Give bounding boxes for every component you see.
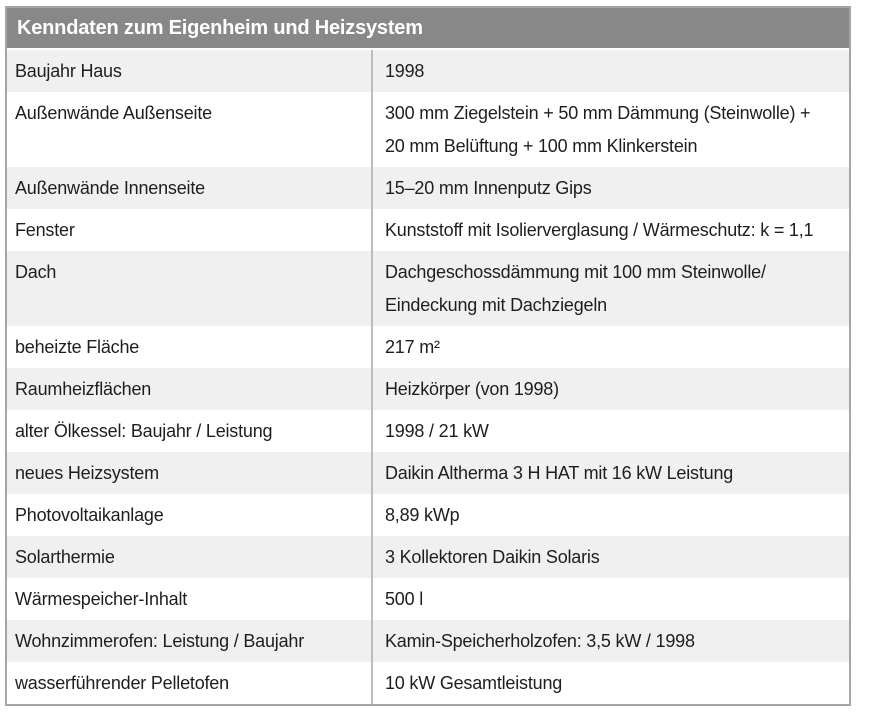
row-value: Heizkörper (von 1998)	[385, 378, 559, 399]
row-label: Außenwände Außenseite	[7, 92, 373, 167]
table-row: wasserführender Pelletofen 10 kW Gesamtl…	[7, 662, 849, 704]
table-row: Außenwände Innenseite 15–20 mm Innenputz…	[7, 167, 849, 209]
row-label: Raumheizflächen	[7, 368, 373, 410]
table-title: Kenndaten zum Eigenheim und Heizsystem	[7, 8, 849, 50]
row-label: wasserführender Pelletofen	[7, 662, 373, 704]
row-value: 10 kW Gesamtleistung	[385, 672, 563, 693]
table-row: Photovoltaikanlage 8,89 kWp	[7, 494, 849, 536]
row-value: 3 Kollektoren Daikin Solaris	[385, 546, 600, 567]
table-row: Wärmespeicher-Inhalt 500 l	[7, 578, 849, 620]
table-row: Wohnzimmerofen: Leistung / Baujahr Kamin…	[7, 620, 849, 662]
row-label: beheizte Fläche	[7, 326, 373, 368]
table-row: Solarthermie 3 Kollektoren Daikin Solari…	[7, 536, 849, 578]
row-value: 1998	[385, 60, 425, 81]
row-label: Solarthermie	[7, 536, 373, 578]
table-row: Fenster Kunststoff mit Isolierverglasung…	[7, 209, 849, 251]
table-body: Baujahr Haus 1998 Außenwände Außenseite …	[7, 50, 849, 704]
row-value: 500 l	[385, 588, 424, 609]
table-row: Baujahr Haus 1998	[7, 50, 849, 92]
row-label: Fenster	[7, 209, 373, 251]
row-value: Kamin-Speicherholzofen: 3,5 kW / 1998	[385, 630, 695, 651]
row-value: Dachgeschossdämmung mit 100 mm Steinwoll…	[385, 261, 766, 315]
row-value: 217 m²	[385, 336, 440, 357]
table-row: alter Ölkessel: Baujahr / Leistung 1998 …	[7, 410, 849, 452]
kenndaten-table: Kenndaten zum Eigenheim und Heizsystem B…	[5, 6, 851, 706]
row-label: Baujahr Haus	[7, 50, 373, 92]
row-value: 8,89 kWp	[385, 504, 460, 525]
table-row: beheizte Fläche 217 m²	[7, 326, 849, 368]
row-label: Wärmespeicher-Inhalt	[7, 578, 373, 620]
row-label: alter Ölkessel: Baujahr / Leistung	[7, 410, 373, 452]
row-label: Wohnzimmerofen: Leistung / Baujahr	[7, 620, 373, 662]
row-value: 300 mm Ziegelstein + 50 mm Dämmung (Stei…	[385, 102, 811, 156]
row-value: Daikin Altherma 3 H HAT mit 16 kW Leistu…	[385, 462, 734, 483]
row-label: Außenwände Innenseite	[7, 167, 373, 209]
table-row: Raumheizflächen Heizkörper (von 1998)	[7, 368, 849, 410]
row-value: 15–20 mm Innenputz Gips	[385, 177, 592, 198]
table-row: Dach Dachgeschossdämmung mit 100 mm Stei…	[7, 251, 849, 326]
row-label: Dach	[7, 251, 373, 326]
row-value: 1998 / 21 kW	[385, 420, 489, 441]
row-label: neues Heizsystem	[7, 452, 373, 494]
table-row: neues Heizsystem Daikin Altherma 3 H HAT…	[7, 452, 849, 494]
row-value: Kunststoff mit Isolierverglasung / Wärme…	[385, 219, 814, 240]
row-label: Photovoltaikanlage	[7, 494, 373, 536]
table-row: Außenwände Außenseite 300 mm Ziegelstein…	[7, 92, 849, 167]
